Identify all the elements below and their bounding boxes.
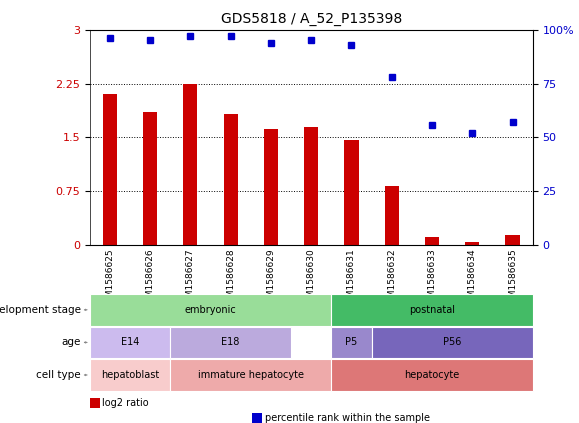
Text: E18: E18 — [222, 338, 240, 347]
Text: hepatoblast: hepatoblast — [101, 370, 159, 380]
Bar — [304, 127, 318, 245]
Text: hepatocyte: hepatocyte — [404, 370, 460, 380]
Text: P5: P5 — [345, 338, 358, 347]
Text: postnatal: postnatal — [409, 305, 455, 315]
Bar — [466, 242, 479, 245]
Text: development stage: development stage — [0, 305, 81, 315]
Bar — [184, 84, 197, 245]
Title: GDS5818 / A_52_P135398: GDS5818 / A_52_P135398 — [221, 12, 402, 26]
Bar — [103, 94, 117, 245]
Bar — [143, 113, 157, 245]
Text: age: age — [62, 338, 81, 347]
Text: percentile rank within the sample: percentile rank within the sample — [265, 413, 430, 423]
Bar — [223, 115, 238, 245]
Bar — [425, 237, 439, 245]
Bar — [345, 140, 358, 245]
Bar — [505, 235, 519, 245]
Text: P56: P56 — [443, 338, 461, 347]
Text: immature hepatocyte: immature hepatocyte — [198, 370, 304, 380]
Text: cell type: cell type — [36, 370, 81, 380]
Bar — [264, 129, 278, 245]
Text: embryonic: embryonic — [185, 305, 236, 315]
Text: E14: E14 — [121, 338, 139, 347]
Bar — [384, 187, 399, 245]
Text: log2 ratio: log2 ratio — [102, 398, 149, 408]
